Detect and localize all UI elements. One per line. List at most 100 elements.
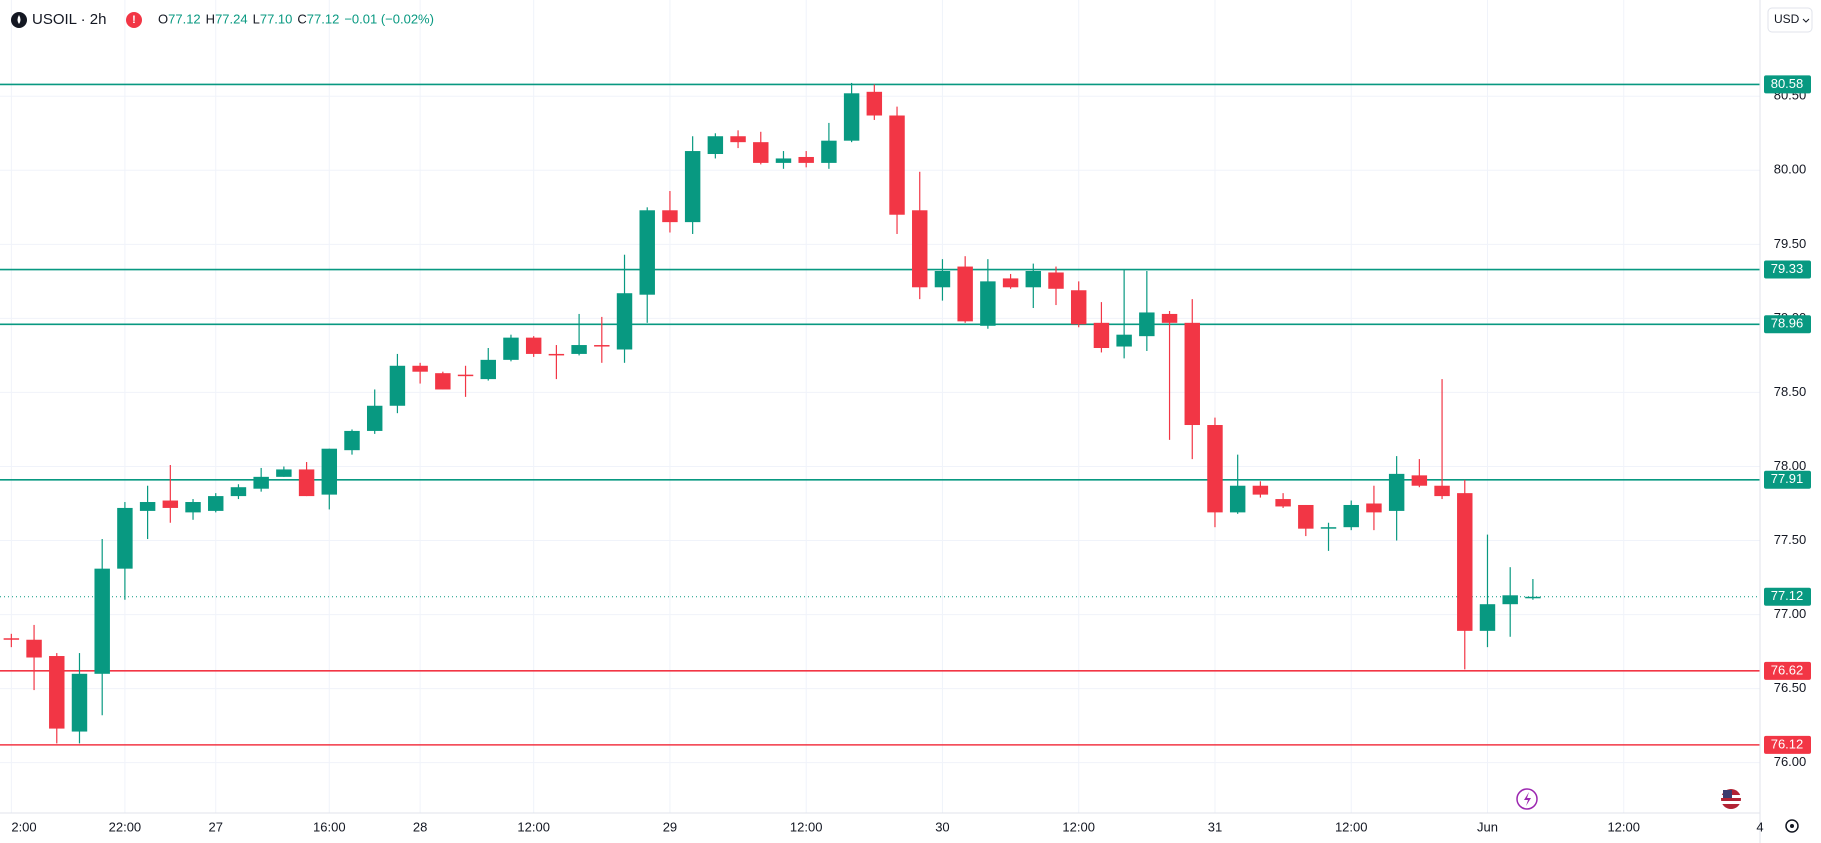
x-tick-label: 16:00: [313, 819, 346, 834]
candle-body: [912, 210, 928, 288]
quote-key: O: [158, 11, 168, 26]
y-tick-label: 76.00: [1774, 754, 1807, 769]
quote-change: −0.01 (−0.02%): [344, 11, 434, 26]
candle-body: [1093, 322, 1110, 349]
candle-body: [662, 210, 678, 223]
candle-body: [1161, 313, 1178, 323]
candle-body: [71, 673, 88, 732]
candle-body: [1025, 271, 1042, 288]
quote: O 77.12 H 77.24 L 77.10 C 77.12 −0.01 (−0.02%): [158, 11, 434, 26]
candle-body: [1388, 473, 1405, 511]
level-label: 78.96: [1771, 316, 1804, 331]
quote-value: 77.12: [307, 11, 340, 26]
candle-body: [548, 353, 565, 356]
candle-body: [389, 365, 406, 406]
candle-body: [49, 656, 65, 729]
level-label-bg: [1764, 735, 1811, 754]
candle-body: [571, 345, 587, 354]
candle-body: [298, 469, 315, 497]
symbol-icon-drop: [17, 15, 21, 24]
settings-icon[interactable]: [1785, 819, 1799, 833]
y-tick-label: 80.00: [1774, 162, 1807, 177]
candle-body: [321, 448, 338, 495]
candle-body: [1275, 499, 1291, 507]
x-tick-label: Jun: [1477, 819, 1498, 834]
y-tick-label: 79.50: [1774, 236, 1807, 251]
candle-body: [594, 345, 610, 347]
candle-body: [798, 156, 814, 163]
candle-body: [26, 639, 42, 658]
symbol-title[interactable]: USOIL · 2h: [32, 11, 106, 28]
quote-key: L: [253, 11, 260, 26]
candle-body: [208, 496, 224, 511]
y-tick-label: 77.00: [1774, 606, 1807, 621]
level-label-bg: [1764, 661, 1811, 680]
candle-body: [1207, 425, 1223, 513]
quote-key: C: [297, 11, 306, 26]
x-tick-label: 27: [209, 819, 223, 834]
quote-value: 77.12: [168, 11, 201, 26]
alert-icon-mark: !: [132, 14, 136, 26]
candle-body: [957, 266, 973, 322]
y-tick-label: 78.00: [1774, 458, 1807, 473]
candle-body: [1139, 312, 1155, 337]
level-label-bg: [1764, 587, 1811, 606]
candle-body: [1116, 334, 1132, 347]
candle-body: [276, 469, 292, 477]
alert-icon[interactable]: [126, 12, 142, 28]
candle-body: [1298, 504, 1314, 529]
x-tick-label: 22:00: [109, 819, 142, 834]
candle-body: [980, 281, 996, 326]
candle-body: [753, 142, 769, 163]
candle-body: [1252, 485, 1269, 495]
candle-body: [230, 487, 247, 497]
candle-body: [94, 568, 110, 674]
candle-body: [1184, 322, 1200, 426]
quote-value: 77.10: [260, 11, 293, 26]
candle-body: [1002, 278, 1019, 288]
x-tick-label: 4: [1756, 819, 1763, 834]
candle-body: [412, 365, 428, 372]
candle-body: [730, 136, 746, 143]
candle-body: [3, 638, 20, 640]
x-tick-label: 12:00: [1335, 819, 1368, 834]
x-tick-label: 12:00: [1607, 819, 1640, 834]
currency-button[interactable]: [1767, 7, 1813, 33]
candle-body: [1525, 596, 1541, 599]
candle-body: [1229, 485, 1246, 513]
candle-body: [185, 502, 201, 513]
flag-canton: [1723, 790, 1732, 798]
candle-body: [1434, 485, 1450, 497]
level-label-bg: [1764, 470, 1811, 489]
candle-body: [435, 373, 451, 390]
level-label: 76.12: [1771, 736, 1804, 751]
candle-body: [344, 430, 360, 451]
y-tick-label: 78.50: [1774, 384, 1807, 399]
events-icon-bolt: [1524, 792, 1531, 806]
candle-body: [117, 507, 133, 569]
flag-stripe: [1721, 801, 1741, 804]
x-tick-label: 30: [935, 819, 949, 834]
x-tick-label: 12:00: [790, 819, 823, 834]
candle-body: [457, 374, 474, 377]
level-label: 77.12: [1771, 588, 1804, 603]
level-label-bg: [1764, 315, 1811, 334]
candle-body: [162, 500, 179, 508]
x-tick-label: 28: [413, 819, 427, 834]
level-label-bg: [1764, 260, 1811, 279]
candle-body: [821, 140, 837, 163]
candle-body: [139, 502, 156, 511]
y-tick-label: 76.50: [1774, 680, 1807, 695]
candle-body: [1411, 475, 1428, 486]
level-label: 79.33: [1771, 261, 1804, 276]
candle-body: [1048, 272, 1064, 289]
candle-body: [1502, 595, 1518, 605]
candle-body: [934, 271, 951, 288]
candle-body: [889, 115, 905, 215]
events-icon[interactable]: [1516, 788, 1538, 810]
axes: 76.0076.5077.0077.5078.0078.5079.0079.50…: [11, 75, 1811, 834]
candle-body: [503, 337, 519, 360]
candle-body: [525, 337, 542, 354]
